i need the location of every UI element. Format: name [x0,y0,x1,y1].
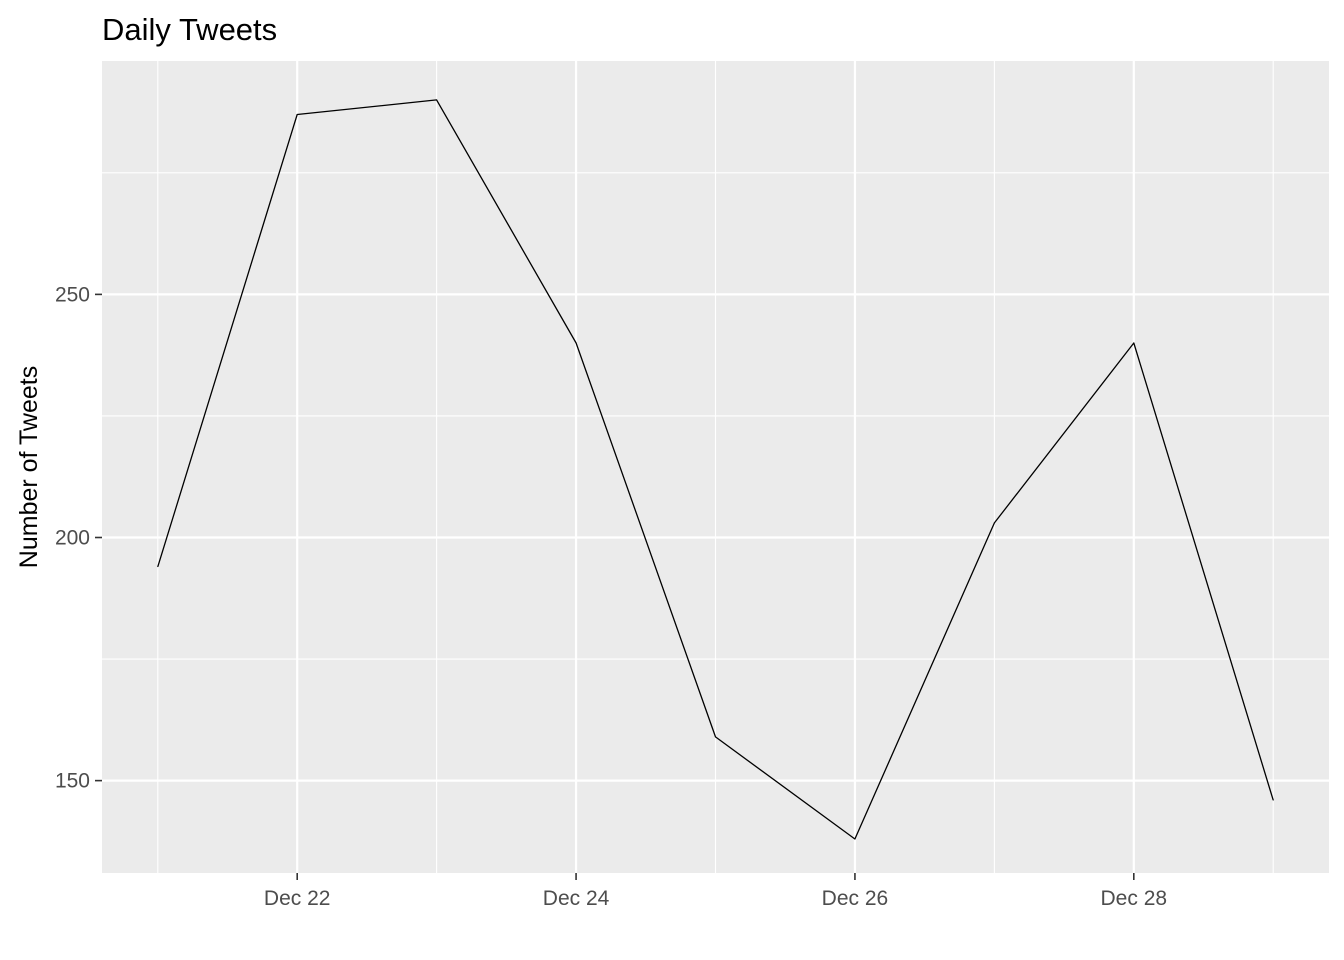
data-point [157,566,159,568]
data-point [1272,799,1274,801]
chart-title: Daily Tweets [102,12,277,47]
data-point [715,736,716,738]
series-daily-tweets [157,99,1274,840]
major-gridlines [102,61,1329,873]
y-axis-label: Number of Tweets [15,366,43,568]
x-tick-label: Dec 22 [264,887,331,910]
x-tick-label: Dec 24 [543,887,610,910]
minor-gridlines [102,61,1329,873]
data-point [1133,342,1135,344]
x-tick-label: Dec 28 [1101,887,1168,910]
x-tick-label: Dec 26 [822,887,889,910]
y-tick-label: 250 [55,283,90,306]
y-axis: 150 200 250 [55,283,102,793]
y-tick-label: 150 [55,770,90,793]
data-point [993,522,995,524]
data-point [575,342,577,344]
y-tick-label: 200 [55,527,90,550]
data-point [296,113,298,115]
x-axis: Dec 22 Dec 24 Dec 26 Dec 28 [264,873,1167,910]
data-point [436,99,438,101]
data-point [854,838,856,840]
